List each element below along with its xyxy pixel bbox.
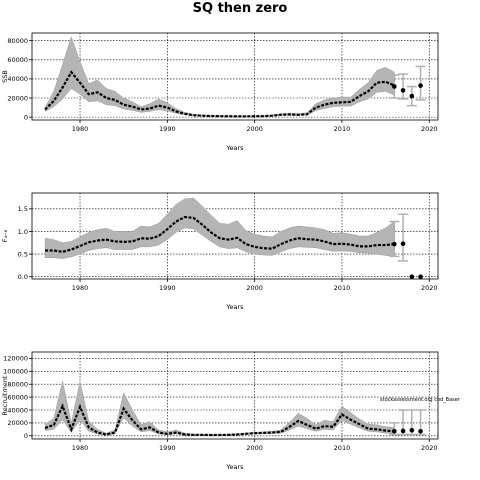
panel-1: 1980 1990 2000 2010 2020 0 20000 40000 60000 8000… (1, 32, 439, 152)
forecast-point (392, 241, 397, 247)
x-axis-label: Years (225, 303, 244, 311)
y-axis-label: SSB (1, 70, 9, 83)
y-axis-label: F₄₋₈ (1, 229, 9, 242)
y-tick-label: 80000 (7, 381, 28, 389)
x-axis-label: Years (225, 144, 244, 152)
x-tick-label: 1980 (72, 284, 89, 292)
y-tick-label: 20000 (7, 419, 28, 427)
x-tick-label: 1980 (72, 125, 89, 133)
y-tick-label: 80000 (7, 37, 28, 45)
confidence-band (44, 197, 395, 259)
estimate-line (45, 215, 395, 253)
y-tick-label: 0.5 (18, 250, 28, 258)
forecast-point (418, 428, 423, 434)
plot-frame (31, 351, 439, 440)
x-tick-label: 1990 (159, 444, 176, 452)
x-tick-label: 2000 (246, 444, 263, 452)
x-tick-label: 1990 (159, 125, 176, 133)
x-axis-label: Years (225, 463, 244, 471)
x-tick-label: 1990 (159, 284, 176, 292)
estimate-line (44, 403, 395, 437)
forecast-point (400, 241, 406, 246)
forecast-point (409, 274, 415, 280)
y-tick-label: 1.5 (18, 205, 28, 213)
x-tick-label: 2010 (334, 444, 351, 452)
y-tick-label: 20000 (7, 94, 28, 102)
forecast-point (392, 428, 397, 434)
forecast-point (400, 88, 406, 93)
x-tick-label: 2000 (246, 284, 263, 292)
plot-frame (31, 32, 439, 121)
estimate-line (44, 70, 395, 118)
x-tick-label: 2010 (334, 284, 351, 292)
y-tick-label: 100000 (3, 368, 28, 376)
figure-title: SQ then zero (193, 1, 288, 16)
y-tick-label: 0.0 (18, 273, 28, 281)
x-tick-label: 2000 (246, 125, 263, 133)
y-tick-label: 60000 (7, 393, 28, 401)
forecast-point (392, 84, 397, 89)
y-tick-label: 0 (24, 113, 28, 121)
x-tick-label: 1980 (72, 444, 89, 452)
y-tick-label: 60000 (7, 56, 28, 64)
forecast-point (409, 428, 415, 433)
y-tick-label: 40000 (7, 406, 28, 414)
y-tick-label: 40000 (7, 75, 28, 83)
y-tick-label: 1.0 (18, 228, 28, 236)
panel-3: 1980 1990 2000 2010 2020 0 20000 40000 60000 8000… (1, 351, 461, 471)
y-tick-label: 0 (24, 432, 28, 440)
x-tick-label: 2020 (421, 125, 438, 133)
x-tick-label: 2020 (421, 284, 438, 292)
panel-2: 1980 1990 2000 2010 2020 0.0 0.5 1.0 1.5 Years F₄₋… (1, 192, 439, 311)
plot-frame (31, 192, 439, 280)
forecast-point (400, 428, 406, 434)
x-tick-label: 2020 (421, 444, 438, 452)
x-tick-label: 2010 (334, 125, 351, 133)
y-tick-label: 120000 (3, 355, 28, 363)
annotation-text: stockassessment.org cod_Baser (380, 397, 461, 403)
forecast-point (418, 274, 423, 280)
forecast-point (418, 83, 423, 88)
forecast-point (409, 93, 415, 99)
y-axis-label: Recruitment (1, 375, 9, 415)
